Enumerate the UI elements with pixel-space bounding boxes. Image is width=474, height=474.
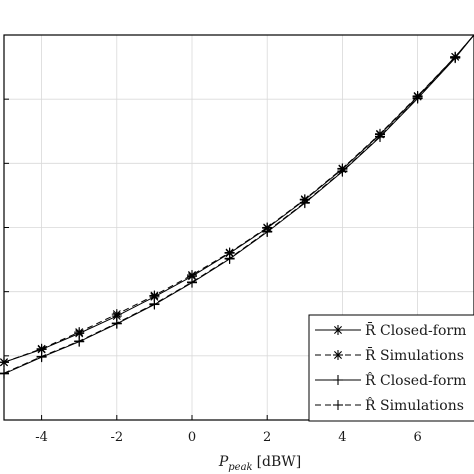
plus-marker bbox=[149, 298, 160, 309]
asterisk-marker bbox=[149, 290, 160, 301]
legend-label: R̂ Simulations bbox=[365, 396, 464, 414]
plus-marker bbox=[333, 375, 343, 385]
series-line bbox=[3, 34, 474, 374]
asterisk-marker bbox=[111, 309, 122, 320]
x-tick-label: -4 bbox=[35, 430, 48, 445]
legend-label: R̄ Simulations bbox=[365, 346, 464, 364]
plus-marker bbox=[74, 336, 85, 347]
plus-marker bbox=[412, 92, 423, 103]
plus-marker bbox=[224, 253, 235, 264]
plus-marker bbox=[187, 277, 197, 288]
asterisk-marker bbox=[333, 325, 343, 335]
asterisk-marker bbox=[333, 350, 343, 360]
x-axis: -4 -2 0 2 4 6 bbox=[4, 98, 422, 445]
legend-entry: R̂ Closed-form bbox=[315, 371, 466, 389]
legend-box bbox=[308, 314, 474, 422]
series-line bbox=[3, 34, 474, 363]
plus-marker bbox=[450, 52, 461, 63]
plus-marker bbox=[262, 226, 273, 237]
legend-entry: R̄ Closed-form bbox=[315, 321, 466, 339]
legend-label: R̄ Closed-form bbox=[365, 321, 466, 339]
legend: R̄ Closed-form R̄ Simulations R̂ Closed-fo… bbox=[308, 314, 474, 422]
plus-marker bbox=[375, 131, 385, 142]
series-3 bbox=[0, 34, 474, 379]
plus-marker bbox=[337, 166, 348, 177]
x-tick-label: 4 bbox=[338, 430, 346, 445]
series-group bbox=[0, 34, 474, 379]
plus-marker bbox=[36, 351, 47, 362]
legend-entry: R̄ Simulations bbox=[315, 346, 464, 364]
plus-marker bbox=[111, 318, 122, 329]
x-tick-label: 6 bbox=[413, 430, 421, 445]
plus-marker bbox=[0, 368, 9, 379]
x-tick-label: -2 bbox=[110, 430, 123, 445]
legend-entry: R̂ Simulations bbox=[315, 396, 464, 414]
x-axis-label-sub: peak bbox=[228, 462, 252, 473]
plus-marker bbox=[299, 197, 310, 208]
x-axis-label: Ppeak [dBW] bbox=[218, 454, 301, 473]
x-axis-label-unit: [dBW] bbox=[257, 454, 302, 470]
asterisk-marker bbox=[74, 327, 85, 338]
asterisk-marker bbox=[0, 357, 9, 368]
x-axis-label-base: P bbox=[218, 454, 229, 470]
legend-label: R̂ Closed-form bbox=[365, 371, 466, 389]
plus-marker bbox=[333, 400, 343, 410]
x-tick-label: 0 bbox=[188, 430, 196, 445]
x-tick-label: 2 bbox=[263, 430, 271, 445]
series-line bbox=[3, 34, 474, 363]
